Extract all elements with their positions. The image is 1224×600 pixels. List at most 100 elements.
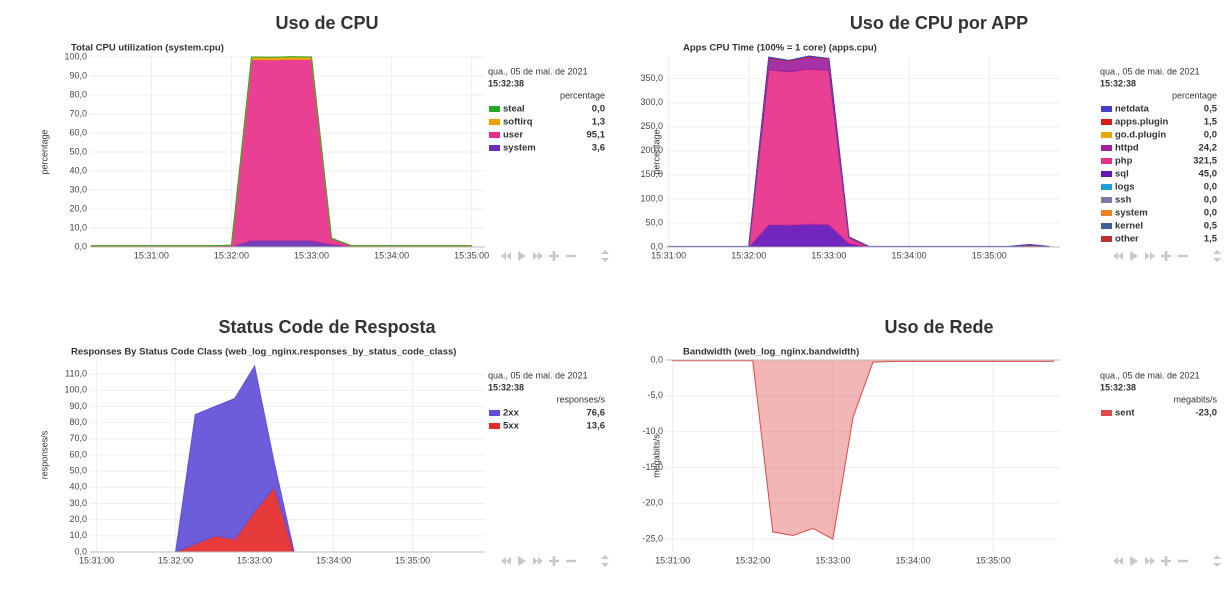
legend-swatch[interactable] [489, 106, 500, 112]
legend-swatch[interactable] [1101, 119, 1112, 125]
resize-handle[interactable] [1213, 250, 1221, 262]
legend-name[interactable]: 5xx [503, 421, 520, 432]
legend-swatch[interactable] [489, 145, 500, 151]
y-tick-label: 350,0 [640, 73, 663, 83]
play-button[interactable] [518, 251, 526, 261]
legend-swatch[interactable] [1101, 236, 1112, 242]
y-tick-label: 70,0 [69, 108, 87, 118]
y-tick-label: 90,0 [69, 401, 87, 411]
legend-name[interactable]: kernel [1115, 221, 1143, 232]
y-tick-label: 50,0 [69, 146, 87, 156]
area [672, 359, 1054, 540]
legend-swatch[interactable] [1101, 410, 1112, 416]
legend-time: 15:32:38 [1100, 382, 1136, 392]
legend-name[interactable]: apps.plugin [1115, 117, 1169, 128]
legend-name[interactable]: system [503, 143, 536, 154]
legend-name[interactable]: softirq [503, 117, 533, 128]
legend-value: 0,5 [1204, 104, 1218, 115]
y-tick-label: 30,0 [69, 498, 87, 508]
legend-name[interactable]: php [1115, 156, 1133, 167]
legend-value: 0,0 [1204, 208, 1217, 219]
legend-date: qua., 05 de mai. de 2021 [1100, 66, 1200, 76]
legend-swatch[interactable] [489, 410, 500, 416]
forward-button[interactable] [1145, 557, 1155, 565]
legend-swatch[interactable] [489, 132, 500, 138]
forward-button[interactable] [533, 557, 543, 565]
chart-title: Uso de CPU por APP [850, 13, 1028, 33]
play-button[interactable] [518, 556, 526, 566]
y-tick-label: 300,0 [640, 97, 663, 107]
x-tick-label: 15:33:00 [811, 250, 846, 260]
legend-name[interactable]: logs [1115, 182, 1135, 193]
zoom-in-button[interactable] [549, 251, 559, 261]
x-tick-label: 15:35:00 [395, 555, 430, 565]
zoom-in-button[interactable] [549, 556, 559, 566]
x-tick-label: 15:32:00 [735, 555, 770, 565]
forward-button[interactable] [533, 252, 543, 260]
legend-name[interactable]: system [1115, 208, 1148, 219]
legend-name[interactable]: ssh [1115, 195, 1132, 206]
legend-name[interactable]: netdata [1115, 104, 1150, 115]
legend-swatch[interactable] [1101, 197, 1112, 203]
y-tick-label: 110,0 [65, 369, 87, 379]
rewind-button[interactable] [1113, 557, 1123, 565]
chart-title: Uso de CPU [275, 13, 378, 33]
legend-swatch[interactable] [1101, 132, 1112, 138]
legend-swatch[interactable] [1101, 145, 1112, 151]
resize-handle[interactable] [601, 250, 609, 262]
play-button[interactable] [1130, 556, 1138, 566]
rewind-button[interactable] [501, 557, 511, 565]
zoom-in-button[interactable] [1161, 556, 1171, 566]
y-tick-label: 50,0 [69, 466, 87, 476]
legend-swatch[interactable] [1101, 223, 1112, 229]
rewind-button[interactable] [1113, 252, 1123, 260]
area [668, 56, 1050, 248]
legend-date: qua., 05 de mai. de 2021 [488, 66, 588, 76]
legend-swatch[interactable] [1101, 106, 1112, 112]
y-tick-label: 10,0 [69, 222, 87, 232]
legend-name[interactable]: 2xx [503, 408, 520, 419]
legend-value: 3,6 [592, 143, 605, 154]
area [96, 364, 472, 553]
chart-title: Status Code de Resposta [218, 317, 436, 337]
legend-swatch[interactable] [1101, 184, 1112, 190]
resize-handle[interactable] [601, 555, 609, 567]
legend-name[interactable]: other [1115, 234, 1139, 245]
rewind-button[interactable] [501, 252, 511, 260]
forward-button[interactable] [1145, 252, 1155, 260]
legend-name[interactable]: go.d.plugin [1115, 130, 1166, 141]
y-tick-label: 40,0 [69, 482, 87, 492]
legend-swatch[interactable] [489, 119, 500, 125]
area [91, 56, 472, 247]
y-tick-label: 80,0 [69, 89, 87, 99]
legend-name[interactable]: sent [1115, 408, 1135, 419]
play-button[interactable] [1130, 251, 1138, 261]
legend-swatch[interactable] [489, 423, 500, 429]
y-tick-label: 50,0 [645, 217, 663, 227]
resize-handle[interactable] [1213, 555, 1221, 567]
legend-swatch[interactable] [1101, 158, 1112, 164]
zoom-in-button[interactable] [1161, 251, 1171, 261]
y-axis-label: responses/s [39, 430, 49, 479]
y-tick-label: 70,0 [69, 433, 87, 443]
y-tick-label: 0,0 [74, 241, 87, 251]
y-tick-label: 40,0 [69, 165, 87, 175]
y-axis-label: percentage [39, 129, 49, 174]
legend-name[interactable]: httpd [1115, 143, 1139, 154]
legend-swatch[interactable] [1101, 210, 1112, 216]
y-tick-label: 60,0 [69, 449, 87, 459]
legend-value: 0,5 [1204, 221, 1218, 232]
legend-swatch[interactable] [1101, 171, 1112, 177]
chart-subtitle: Total CPU utilization (system.cpu) [71, 43, 224, 54]
legend-name[interactable]: sql [1115, 169, 1129, 180]
area [668, 56, 1050, 248]
legend-name[interactable]: steal [503, 104, 525, 115]
x-tick-label: 15:31:00 [655, 555, 690, 565]
y-tick-label: -20,0 [642, 498, 663, 508]
y-tick-label: 250,0 [640, 121, 663, 131]
x-tick-label: 15:31:00 [651, 250, 686, 260]
y-tick-label: 200,0 [640, 145, 663, 155]
legend-name[interactable]: user [503, 130, 523, 141]
